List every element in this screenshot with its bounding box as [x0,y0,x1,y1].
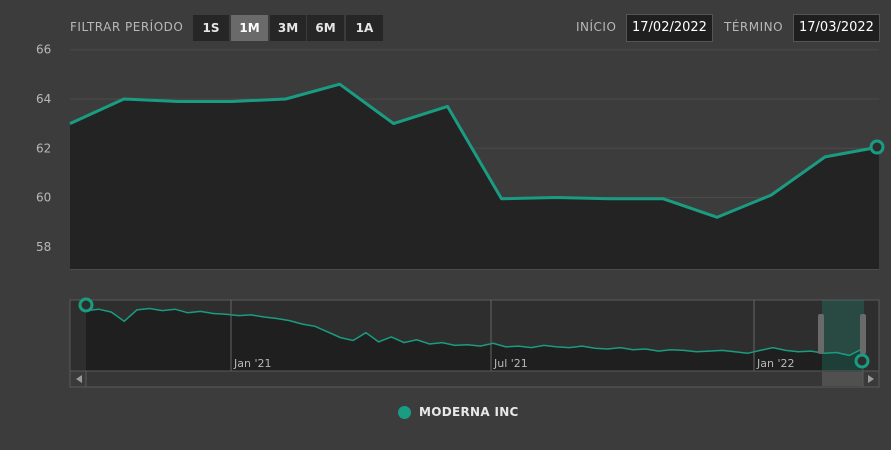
navigator-line [85,307,863,357]
y-tick-label: 62 [36,141,51,155]
navigator-handle-right [860,314,866,354]
y-tick-label: 60 [36,191,51,205]
chart-svg: 58 60 62 64 66 Jan '21 Jul '21 Jan '22 [36,43,885,388]
chevron-left-icon [76,375,82,383]
period-filter-label: FILTRAR PERÍODO [70,20,184,34]
y-tick-label: 66 [36,43,51,57]
end-date-input[interactable]: 17/03/2022 [793,14,880,42]
start-date-input[interactable]: 17/02/2022 [626,14,713,42]
legend-label: MODERNA INC [419,405,519,419]
range-button-6m[interactable]: 6M [307,15,344,41]
y-tick-label: 64 [36,92,51,106]
range-button-1a[interactable]: 1A [346,15,383,41]
range-button-1s[interactable]: 1S [193,15,229,41]
y-tick-label: 58 [36,240,51,254]
chevron-right-icon [868,375,874,383]
range-button-3m[interactable]: 3M [270,15,306,41]
navigator-start-marker [78,297,94,313]
start-date-label: INÍCIO [576,20,617,34]
legend-marker [398,405,411,419]
navigator-end-marker [854,353,870,369]
last-point-marker [869,139,885,155]
navigator-area [86,308,862,371]
navigator-x-tick-label: Jan '22 [756,357,794,370]
scrollbar-track [69,370,880,388]
navigator-x-tick-label: Jan '21 [233,357,271,370]
scrollbar-thumb [822,372,864,386]
navigator-handle-left [818,314,824,354]
navigator-x-tick-label: Jul '21 [493,357,528,370]
legend-item-moderna[interactable]: MODERNA INC [398,404,519,420]
series-area-fill [70,84,879,269]
series-line [69,82,880,219]
range-button-1m[interactable]: 1M [231,15,268,41]
end-date-label: TÉRMINO [724,20,784,34]
